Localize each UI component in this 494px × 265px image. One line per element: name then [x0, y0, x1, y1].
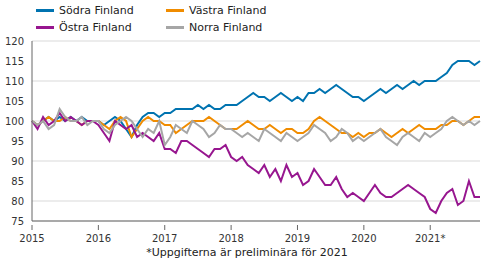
svg-text:2021*: 2021*	[415, 233, 445, 243]
svg-text:115: 115	[8, 56, 24, 67]
svg-text:2019: 2019	[285, 233, 310, 243]
svg-text:90: 90	[11, 156, 24, 167]
svg-text:80: 80	[11, 196, 24, 207]
svg-text:2020: 2020	[351, 233, 376, 243]
svg-text:2017: 2017	[152, 233, 177, 243]
svg-text:95: 95	[11, 136, 24, 147]
svg-text:85: 85	[11, 176, 24, 187]
html-text:Östra Finland: Östra Finland	[59, 21, 132, 34]
svg-text:75: 75	[11, 216, 24, 227]
svg-text:100: 100	[8, 116, 24, 127]
svg-text:2016: 2016	[86, 233, 111, 243]
html-text:Västra Finland: Västra Finland	[189, 4, 267, 17]
html-text:Norra Finland: Norra Finland	[189, 21, 263, 34]
svg-text:2018: 2018	[218, 233, 243, 243]
svg-text:120: 120	[8, 36, 24, 47]
svg-text:105: 105	[8, 96, 24, 107]
svg-text:2015: 2015	[19, 233, 44, 243]
html-text:Södra Finland: Södra Finland	[59, 4, 134, 17]
svg-text:110: 110	[8, 76, 24, 87]
html-text:*Uppgifterna är preliminära fö: *Uppgifterna är preliminära för 2021	[146, 246, 348, 259]
